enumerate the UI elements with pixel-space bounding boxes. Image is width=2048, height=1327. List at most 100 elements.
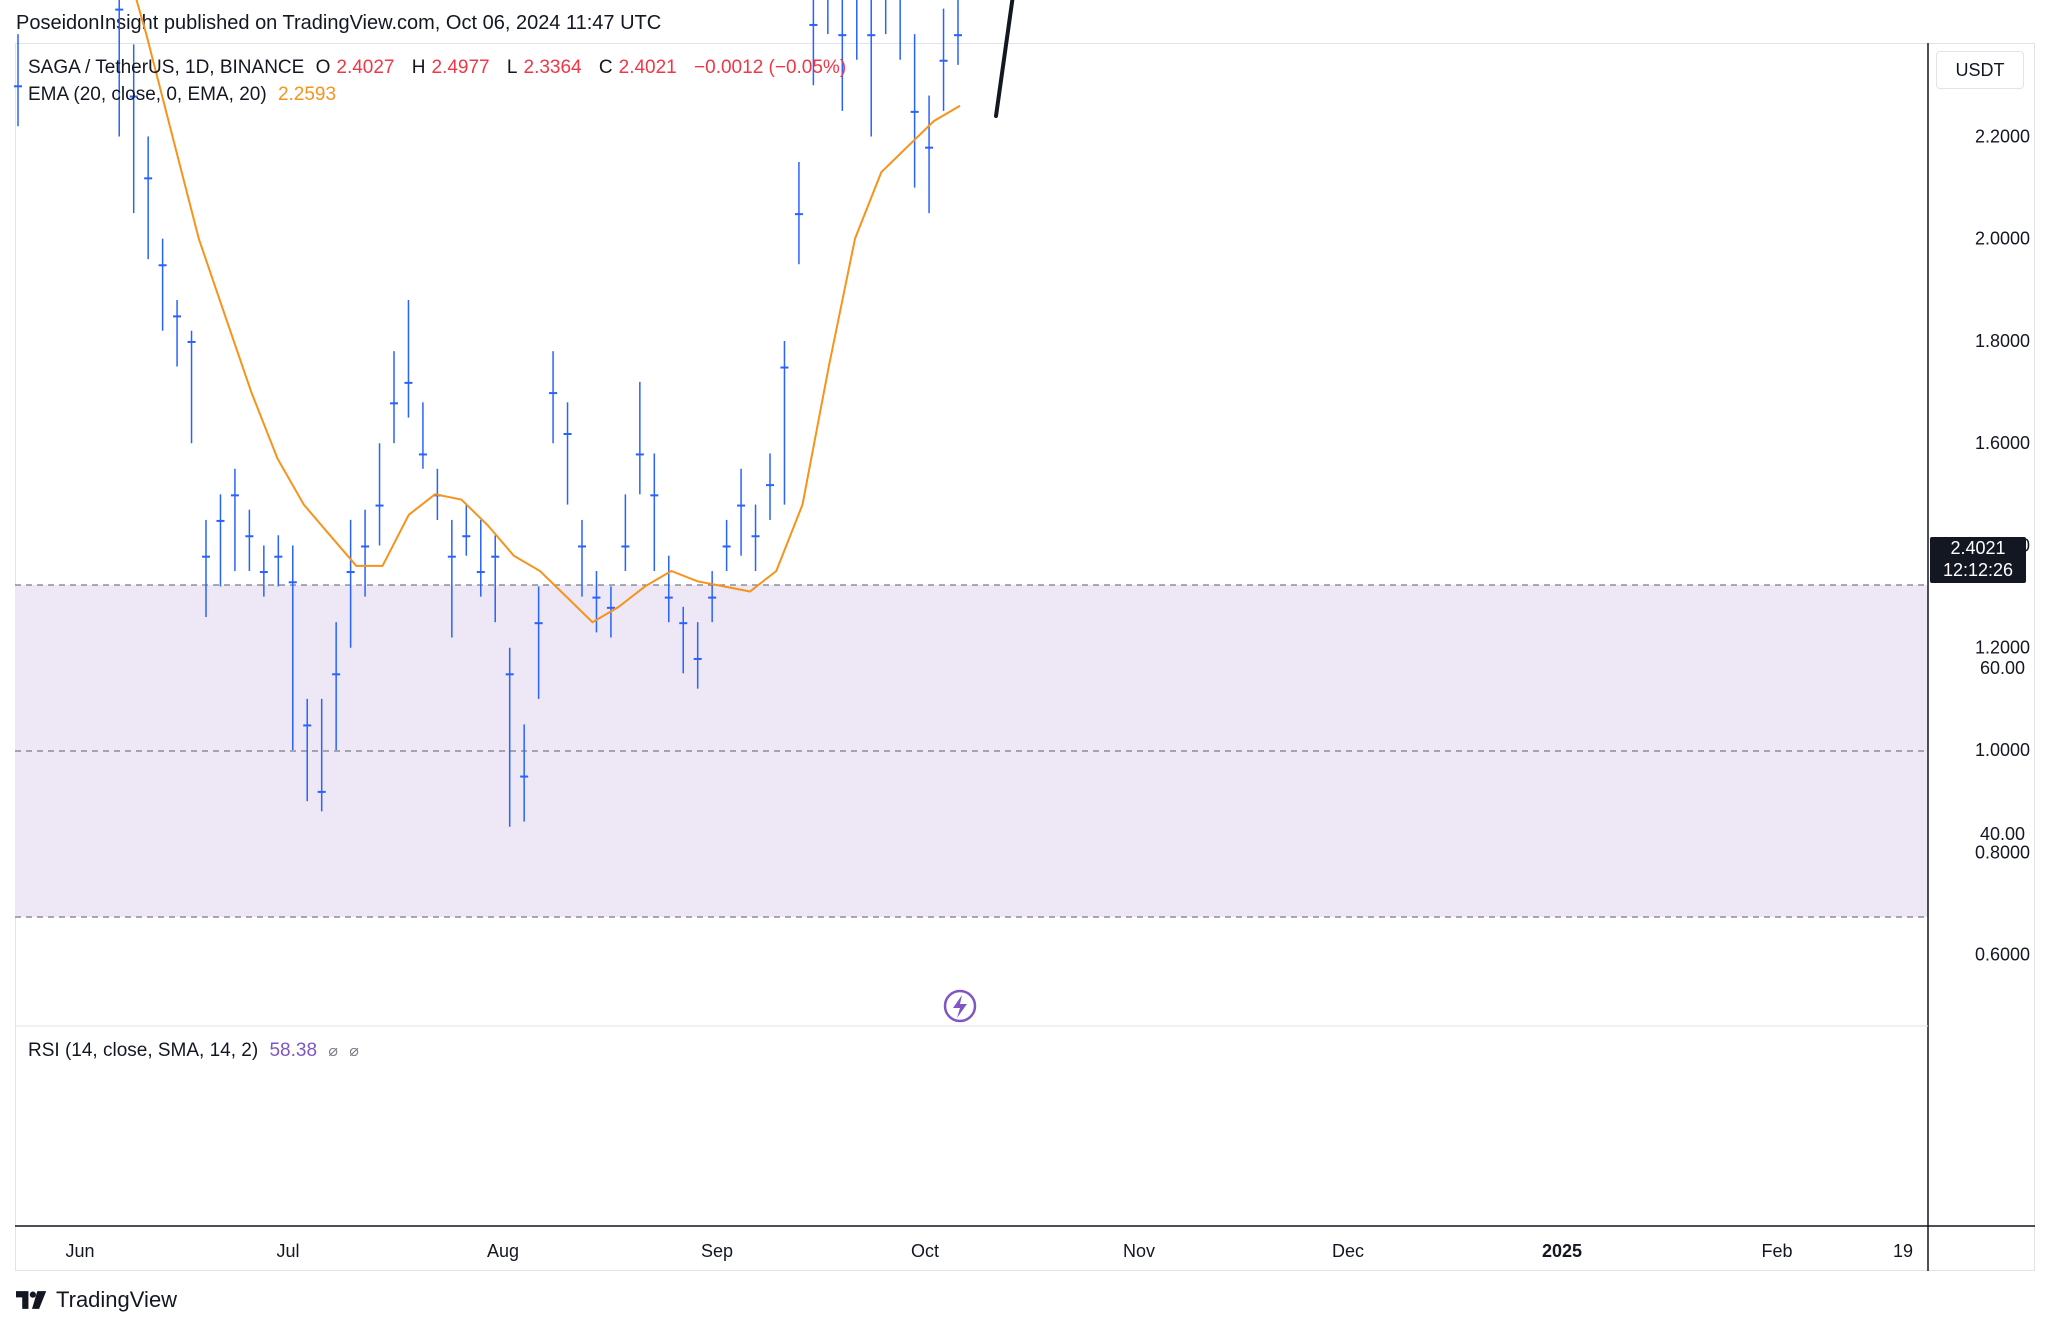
rsi-band [15, 585, 1928, 917]
candle-body [939, 59, 948, 62]
ema-line [135, 0, 961, 624]
candle-body [491, 555, 500, 558]
candle-body [288, 581, 297, 584]
candle-body [592, 596, 601, 599]
settings-icon[interactable]: ⌀ [349, 1043, 359, 1060]
currency-selector[interactable]: USDT [1936, 51, 2024, 89]
candle-body [867, 34, 876, 37]
candle-body [173, 315, 182, 318]
candle-body [954, 34, 962, 37]
candle-body [809, 23, 818, 26]
candle-body [650, 494, 659, 497]
candle-body [230, 494, 239, 497]
time-tick-label: Dec [1332, 1241, 1364, 1261]
candle-body [462, 535, 471, 538]
symbol-legend: SAGA / TetherUS, 1D, BINANCE O 2.4027 H 2.… [28, 57, 852, 79]
candle-body [794, 213, 803, 216]
candle-body [693, 657, 702, 660]
candle-body [202, 555, 210, 558]
candle-body [534, 622, 543, 625]
candle-body [635, 453, 644, 456]
candle-body [563, 432, 572, 435]
candle-body [375, 504, 384, 507]
time-tick-label: Sep [701, 1241, 733, 1261]
candle-body [158, 264, 167, 267]
candle-body [447, 555, 456, 558]
candle-body [664, 596, 673, 599]
change-value: −0.0012 (−0.05%) [694, 57, 847, 78]
candle-body [578, 545, 586, 548]
candle-body [332, 673, 341, 676]
time-tick-label: Jun [65, 1241, 94, 1261]
candle-body [766, 484, 774, 487]
candle-body [346, 571, 355, 574]
candle-body [361, 545, 370, 548]
candle-body [838, 34, 847, 37]
price-tick-label: 0.6000 [1975, 945, 2030, 965]
rsi-tick-label: 60.00 [1980, 658, 2025, 678]
ema-label[interactable]: EMA (20, close, 0, EMA, 20) [28, 84, 267, 105]
last-price: 2.4021 [1950, 538, 2006, 558]
candle-body [737, 504, 746, 507]
rsi-tick-label: 40.00 [1980, 824, 2025, 844]
candle-body [303, 724, 312, 727]
price-tick-label: 2.2000 [1975, 126, 2030, 146]
candle-body [751, 535, 760, 538]
candle-body [144, 177, 153, 180]
high-value: H 2.4977 [411, 57, 490, 78]
candle-body [549, 392, 558, 395]
symbol-label[interactable]: SAGA / TetherUS, 1D, BINANCE [28, 57, 305, 78]
hide-icon[interactable]: ⌀ [328, 1043, 338, 1060]
candle-body [115, 8, 124, 11]
last-price-tag: 2.4021 12:12:26 [1930, 537, 2026, 583]
candle-body [259, 571, 268, 574]
rsi-legend: RSI (14, close, SMA, 14, 2) 58.38 ⌀ ⌀ [28, 1040, 365, 1062]
projection-arrow [994, 0, 1015, 118]
candle-body [317, 790, 326, 793]
time-tick-label: Jul [276, 1241, 299, 1261]
price-tick-label: 2.0000 [1975, 229, 2030, 249]
time-tick-label: 19 [1893, 1241, 1913, 1261]
price-tick-label: 1.8000 [1975, 331, 2030, 351]
footer-brand[interactable]: TradingView [16, 1287, 177, 1313]
candle-body [708, 596, 717, 599]
open-value: O 2.4027 [315, 57, 395, 78]
candle-body [520, 775, 529, 778]
candle-body [679, 622, 688, 625]
time-tick-label: Nov [1123, 1241, 1155, 1261]
candle-body [245, 535, 254, 538]
rsi-label[interactable]: RSI (14, close, SMA, 14, 2) [28, 1040, 259, 1061]
candle-body [722, 545, 731, 548]
low-value: L 2.3364 [506, 57, 582, 78]
price-tick-label: 1.6000 [1975, 433, 2030, 453]
candle-body [274, 555, 283, 558]
tradingview-logo-icon [16, 1291, 47, 1309]
ema-value: 2.2593 [277, 84, 337, 105]
candle-body [216, 519, 225, 522]
candle-body [476, 571, 485, 574]
rsi-value: 58.38 [269, 1040, 318, 1061]
candle-body [780, 366, 789, 369]
candle-body [129, 95, 138, 98]
candle-body [606, 606, 615, 609]
price-tick-label: 1.0000 [1975, 740, 2030, 760]
price-tick-label: 1.2000 [1975, 638, 2030, 658]
candle-body [505, 673, 514, 676]
time-tick-label: Feb [1761, 1241, 1792, 1261]
ema-legend: EMA (20, close, 0, EMA, 20) 2.2593 [28, 84, 342, 106]
time-tick-label: 2025 [1542, 1241, 1582, 1261]
countdown: 12:12:26 [1942, 560, 2014, 580]
event-lightning-icon[interactable] [943, 989, 977, 1023]
candle-body [910, 110, 919, 113]
time-tick-label: Aug [487, 1241, 519, 1261]
price-tick-label: 0.8000 [1975, 842, 2030, 862]
publisher-line: PoseidonInsight published on TradingView… [16, 12, 662, 34]
time-tick-label: Oct [911, 1241, 939, 1261]
candle-body [390, 402, 398, 405]
candle-body [925, 146, 934, 149]
candle-body [404, 381, 413, 384]
close-value: C 2.4021 [598, 57, 677, 78]
candle-body [14, 85, 22, 88]
candle-body [187, 340, 196, 343]
